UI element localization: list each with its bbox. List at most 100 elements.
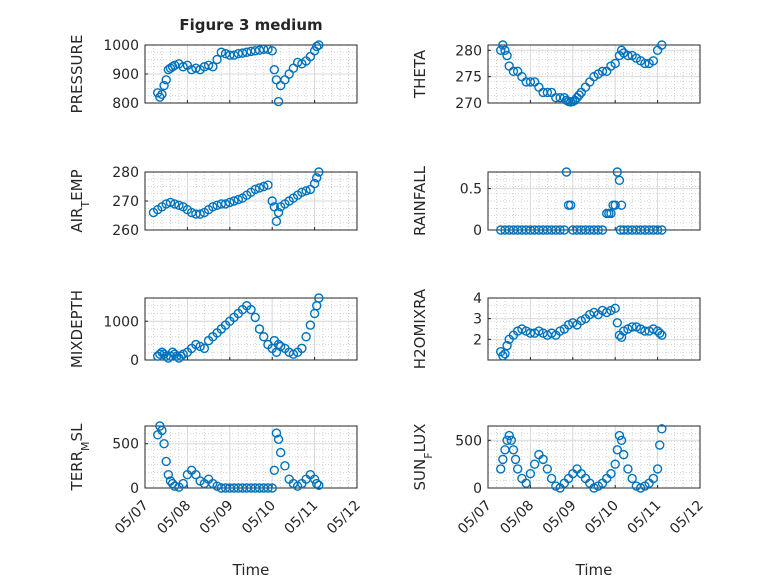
data-point — [155, 421, 165, 431]
data-point — [254, 183, 265, 193]
data-point — [233, 49, 243, 59]
data-point — [508, 66, 519, 77]
data-point — [610, 200, 620, 210]
data-point — [510, 454, 521, 465]
data-point — [159, 439, 169, 449]
data-point — [542, 464, 553, 474]
data-point — [525, 468, 536, 479]
plot-frame — [144, 297, 358, 361]
data-point — [259, 332, 269, 342]
data-point — [263, 44, 273, 55]
data-point — [597, 66, 608, 77]
y-axis-label: PRESSURE — [68, 35, 86, 114]
data-point — [208, 202, 218, 212]
data-point — [301, 332, 311, 342]
y-tick-label: 500 — [455, 433, 482, 449]
data-point — [267, 46, 277, 56]
subplot-pressure: 800 900 1000 PRESSURE — [68, 35, 358, 114]
subplot-air-temp: 260 270 280 AIRTEMP — [68, 165, 358, 239]
data-point — [561, 167, 572, 177]
data-point — [500, 45, 510, 55]
data-point — [546, 473, 557, 484]
data-point — [648, 56, 659, 66]
data-point — [506, 435, 517, 446]
data-point — [273, 207, 284, 218]
data-point — [186, 207, 197, 218]
data-point — [220, 49, 231, 59]
y-tick-label: 900 — [112, 67, 139, 83]
data-point — [312, 41, 322, 52]
data-point — [195, 209, 205, 219]
data-point — [212, 200, 222, 211]
data-point — [612, 318, 623, 328]
y-axis-label: AIRTEMP — [68, 169, 92, 232]
data-point — [616, 332, 627, 342]
data-point — [614, 430, 625, 441]
data-point — [312, 478, 322, 489]
y-axis-label: THETA — [411, 49, 429, 99]
data-point — [504, 430, 514, 441]
data-point — [191, 339, 201, 350]
data-point — [250, 46, 260, 56]
data-point — [161, 75, 171, 85]
data-point — [225, 50, 235, 60]
data-point — [229, 50, 239, 60]
data-point — [627, 473, 637, 484]
data-point — [618, 449, 629, 460]
data-point — [512, 464, 523, 474]
data-point — [648, 473, 659, 484]
subplot-theta: 270 275 280 THETA — [411, 40, 701, 112]
data-point — [498, 351, 508, 361]
data-point — [496, 464, 506, 474]
y-tick-label: 270 — [112, 194, 139, 210]
data-point — [288, 349, 299, 359]
data-point — [161, 456, 171, 467]
subplot-rainfall: 0 0.5 RAINFALL — [411, 165, 701, 239]
y-tick-label: 275 — [455, 70, 482, 86]
data-point — [525, 328, 536, 338]
data-point — [314, 293, 324, 303]
data-point — [612, 167, 623, 177]
data-point — [616, 45, 627, 55]
data-point — [606, 468, 616, 479]
data-point — [220, 199, 231, 209]
data-point — [229, 196, 239, 206]
data-point — [657, 330, 667, 340]
data-point — [614, 175, 625, 185]
data-point — [525, 77, 536, 87]
data-point — [254, 324, 265, 334]
data-point — [496, 45, 506, 55]
data-point — [597, 225, 608, 235]
data-point — [498, 454, 508, 465]
data-point — [502, 50, 512, 61]
data-point — [305, 320, 316, 330]
data-point — [246, 304, 256, 315]
data-point — [275, 447, 286, 458]
data-point — [538, 454, 548, 465]
data-point — [502, 340, 512, 351]
data-point — [263, 483, 273, 493]
data-point — [159, 80, 169, 91]
data-point — [616, 200, 627, 210]
data-point — [312, 173, 322, 183]
data-point — [242, 47, 252, 57]
y-tick-label: 1000 — [103, 38, 139, 54]
plot-frame — [144, 44, 358, 104]
data-point — [301, 186, 311, 196]
data-point — [657, 424, 667, 434]
data-point — [199, 343, 210, 354]
data-point — [163, 470, 174, 480]
data-point — [273, 434, 284, 444]
plot-frame — [487, 44, 701, 104]
data-point — [292, 57, 303, 68]
data-point — [191, 63, 201, 73]
data-point — [178, 349, 188, 359]
y-axis-label: MIXDEPTH — [68, 290, 86, 368]
data-point — [542, 87, 553, 98]
subplot-mixdepth: 0 1000 MIXDEPTH — [68, 290, 358, 369]
data-point — [529, 459, 540, 469]
data-point — [521, 478, 531, 488]
data-point — [165, 197, 176, 208]
data-point — [169, 481, 180, 491]
